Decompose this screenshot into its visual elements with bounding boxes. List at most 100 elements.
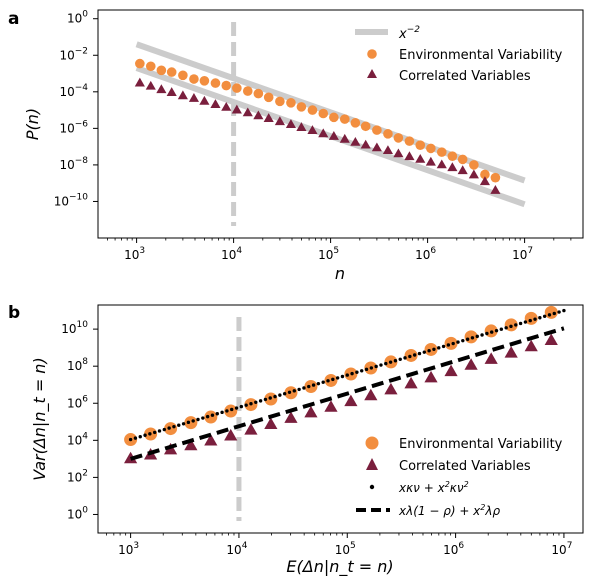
fit-dot <box>162 427 167 432</box>
panel-a-legend: x−2 Environmental Variability Correlated… <box>355 25 563 84</box>
fit-dot <box>292 389 297 393</box>
y-tick-label: 104 <box>67 431 88 447</box>
x-tick-label: 106 <box>443 541 464 557</box>
x-tick-label: 103 <box>124 246 145 262</box>
fit-dot <box>172 424 176 429</box>
fit-dot <box>451 341 455 346</box>
data-point <box>457 165 468 175</box>
data-point <box>468 169 479 179</box>
fit-dot <box>422 350 427 354</box>
data-point <box>221 80 232 91</box>
fit-dot <box>287 390 292 394</box>
data-point <box>242 107 253 117</box>
y-tick-label: 10−4 <box>59 83 88 99</box>
data-point <box>415 140 426 150</box>
data-point <box>360 139 371 149</box>
fit-dot <box>225 409 229 413</box>
data-point <box>199 76 210 86</box>
data-point <box>307 105 318 115</box>
fit-dot <box>374 364 378 369</box>
data-point <box>253 88 264 99</box>
y-tick-label: 10−10 <box>54 192 89 208</box>
fit-dot <box>533 317 537 321</box>
fit-dot <box>133 436 138 440</box>
fit-dot <box>518 321 523 326</box>
fit-dot <box>128 437 133 442</box>
data-point <box>284 411 298 423</box>
data-point <box>426 143 436 154</box>
data-point <box>244 423 258 435</box>
data-point <box>436 147 447 157</box>
data-point <box>274 116 285 126</box>
fit-dot <box>547 313 552 317</box>
fit-dot <box>205 414 210 419</box>
panel-b-label: b <box>8 303 20 323</box>
data-point <box>156 84 167 94</box>
fit-line-kappa-nu <box>128 308 566 442</box>
legend-b-correlated-variables-label: Correlated Variables <box>399 459 531 474</box>
fit-dot <box>437 346 441 350</box>
fit-dot <box>191 419 195 423</box>
data-point <box>318 108 329 119</box>
fit-dot <box>201 416 205 420</box>
data-point <box>210 78 221 88</box>
data-point <box>232 83 242 93</box>
x-tick-label: 104 <box>226 541 247 557</box>
fit-dot <box>552 311 556 316</box>
fit-dot <box>282 391 287 396</box>
fit-dot <box>181 422 186 426</box>
fit-dot <box>562 308 566 313</box>
panel-b: b 103 104 105 106 107 100 102 104 106 108 1010 E(Δ… <box>8 303 584 577</box>
fit-dot <box>417 351 422 356</box>
data-point <box>424 342 438 356</box>
data-point <box>364 388 378 401</box>
fit-dot <box>485 331 489 336</box>
data-point <box>184 416 198 430</box>
fit-dot <box>369 366 374 370</box>
y-tick-label: 10−2 <box>59 46 88 62</box>
data-point <box>504 346 518 358</box>
panel-b-frame <box>97 304 584 534</box>
data-point <box>524 311 538 325</box>
data-point <box>304 380 318 394</box>
y-tick-label: 10−8 <box>59 156 88 172</box>
data-point <box>447 162 458 172</box>
x-tick-label: 104 <box>221 246 242 262</box>
fit-dot <box>215 412 219 416</box>
data-point <box>371 142 382 152</box>
fit-dot <box>220 410 224 415</box>
fit-dot <box>244 403 248 407</box>
data-point <box>444 364 458 377</box>
fit-dot <box>350 371 354 376</box>
fit-dot <box>177 423 181 427</box>
fit-dot <box>239 404 244 409</box>
fit-dot <box>403 356 407 360</box>
fit-dot <box>278 393 282 397</box>
fit-dot <box>475 334 479 339</box>
panel-a-label: a <box>8 9 19 29</box>
y-tick-label: 100 <box>67 505 88 521</box>
data-point <box>339 114 350 124</box>
fit-dot <box>340 374 345 379</box>
data-point <box>464 358 478 370</box>
x-tick-label: 107 <box>551 541 572 557</box>
data-point <box>264 417 278 430</box>
data-point <box>285 119 296 128</box>
fit-dot <box>148 432 152 436</box>
data-point <box>328 131 339 140</box>
data-point <box>178 70 188 81</box>
data-point <box>436 159 447 169</box>
x-tick-label: 106 <box>415 246 436 262</box>
data-point <box>447 151 458 161</box>
x-tick-label: 107 <box>512 246 533 262</box>
legend-b-kappa-nu-label: xκν + x2κν2 <box>398 480 469 495</box>
data-point <box>404 151 415 161</box>
data-point <box>393 148 404 158</box>
data-point <box>286 98 296 108</box>
data-point <box>524 339 538 352</box>
fit-dot <box>490 330 494 334</box>
data-point <box>253 110 264 120</box>
fit-dot <box>412 353 417 357</box>
data-point <box>177 90 188 100</box>
